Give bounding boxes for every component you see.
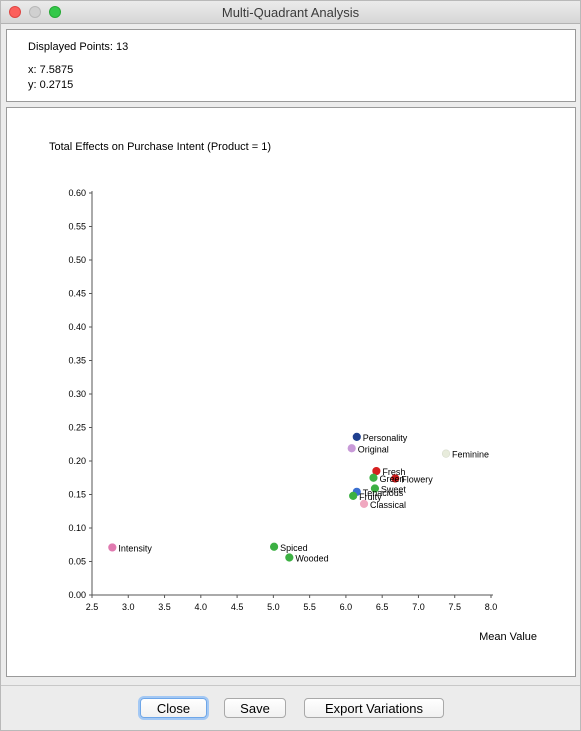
data-point-classical[interactable]	[359, 499, 369, 508]
y-coordinate-readout: y: 0.2715	[28, 79, 74, 91]
chart-panel: Total Effects on Purchase Intent (Produc…	[6, 107, 576, 677]
title-bar[interactable]: Multi-Quadrant Analysis	[1, 1, 580, 24]
x-tick-label: 7.0	[412, 602, 425, 612]
x-tick-label: 3.0	[122, 602, 135, 612]
point-label-original: Original	[358, 444, 389, 454]
point-label-sweet: Sweet	[381, 484, 407, 494]
info-panel: Displayed Points: 13 x: 7.5875 y: 0.2715	[6, 29, 576, 102]
y-tick-label: 0.25	[68, 423, 86, 433]
y-tick-label: 0.45	[68, 289, 86, 299]
chart-title: Total Effects on Purchase Intent (Produc…	[49, 141, 271, 153]
y-tick-label: 0.20	[68, 456, 86, 466]
zoom-window-icon[interactable]	[49, 6, 61, 18]
data-point-personality[interactable]	[352, 432, 361, 441]
point-label-fresh: Fresh	[382, 467, 405, 477]
x-tick-label: 7.5	[448, 602, 461, 612]
data-point-sweet[interactable]	[370, 484, 380, 493]
x-axis-label: Mean Value	[479, 631, 537, 643]
save-button[interactable]: Save	[224, 698, 286, 718]
data-point-green[interactable]	[369, 473, 378, 482]
x-tick-label: 6.5	[376, 602, 389, 612]
point-label-intensity: Intensity	[118, 543, 152, 553]
x-tick-label: 4.5	[231, 602, 244, 612]
close-window-icon[interactable]	[9, 6, 21, 18]
data-point-fresh[interactable]	[372, 466, 381, 476]
x-tick-label: 6.0	[340, 602, 353, 612]
y-tick-label: 0.15	[68, 490, 86, 500]
y-tick-label: 0.55	[68, 222, 86, 232]
x-tick-label: 5.5	[303, 602, 316, 612]
footer-divider	[1, 685, 580, 686]
scatter-chart[interactable]: Total Effects on Purchase Intent (Produc…	[7, 108, 575, 676]
y-tick-label: 0.50	[68, 255, 86, 265]
point-label-wooded: Wooded	[295, 553, 328, 563]
y-tick-label: 0.60	[68, 188, 86, 198]
data-point-original[interactable]	[347, 444, 356, 453]
point-label-feminine: Feminine	[452, 450, 489, 460]
data-point-intensity[interactable]	[108, 543, 117, 552]
window-title: Multi-Quadrant Analysis	[221, 5, 360, 20]
y-tick-label: 0.40	[68, 322, 86, 332]
y-tick-label: 0.00	[68, 590, 86, 600]
x-tick-label: 3.5	[158, 602, 171, 612]
y-tick-label: 0.05	[68, 557, 86, 567]
displayed-points-count: Displayed Points: 13	[28, 41, 129, 53]
point-label-personality: Personality	[363, 433, 408, 443]
minimize-window-icon[interactable]	[29, 6, 41, 18]
point-label-green: Green	[379, 474, 404, 484]
export-variations-button[interactable]: Export Variations	[304, 698, 444, 718]
y-tick-label: 0.30	[68, 389, 86, 399]
point-label-spiced: Spiced	[280, 543, 308, 553]
y-tick-label: 0.10	[68, 523, 86, 533]
x-tick-label: 8.0	[485, 602, 498, 612]
point-label-classical: Classical	[370, 500, 406, 510]
point-label-flowery: Flowery	[401, 474, 433, 484]
x-tick-label: 2.5	[86, 602, 99, 612]
data-point-wooded[interactable]	[285, 553, 294, 562]
data-point-flowery[interactable]	[391, 474, 400, 483]
point-label-fruity: Fruity	[359, 492, 382, 502]
x-tick-label: 4.0	[195, 602, 208, 612]
close-button[interactable]: Close	[140, 698, 207, 718]
x-coordinate-readout: x: 7.5875	[28, 64, 74, 76]
y-tick-label: 0.35	[68, 356, 86, 366]
point-label-tenacious: Tenacious	[363, 488, 404, 498]
data-point-fruity[interactable]	[349, 491, 358, 500]
x-tick-label: 5.0	[267, 602, 280, 612]
data-point-spiced[interactable]	[269, 542, 279, 551]
data-point-feminine[interactable]	[441, 449, 451, 458]
